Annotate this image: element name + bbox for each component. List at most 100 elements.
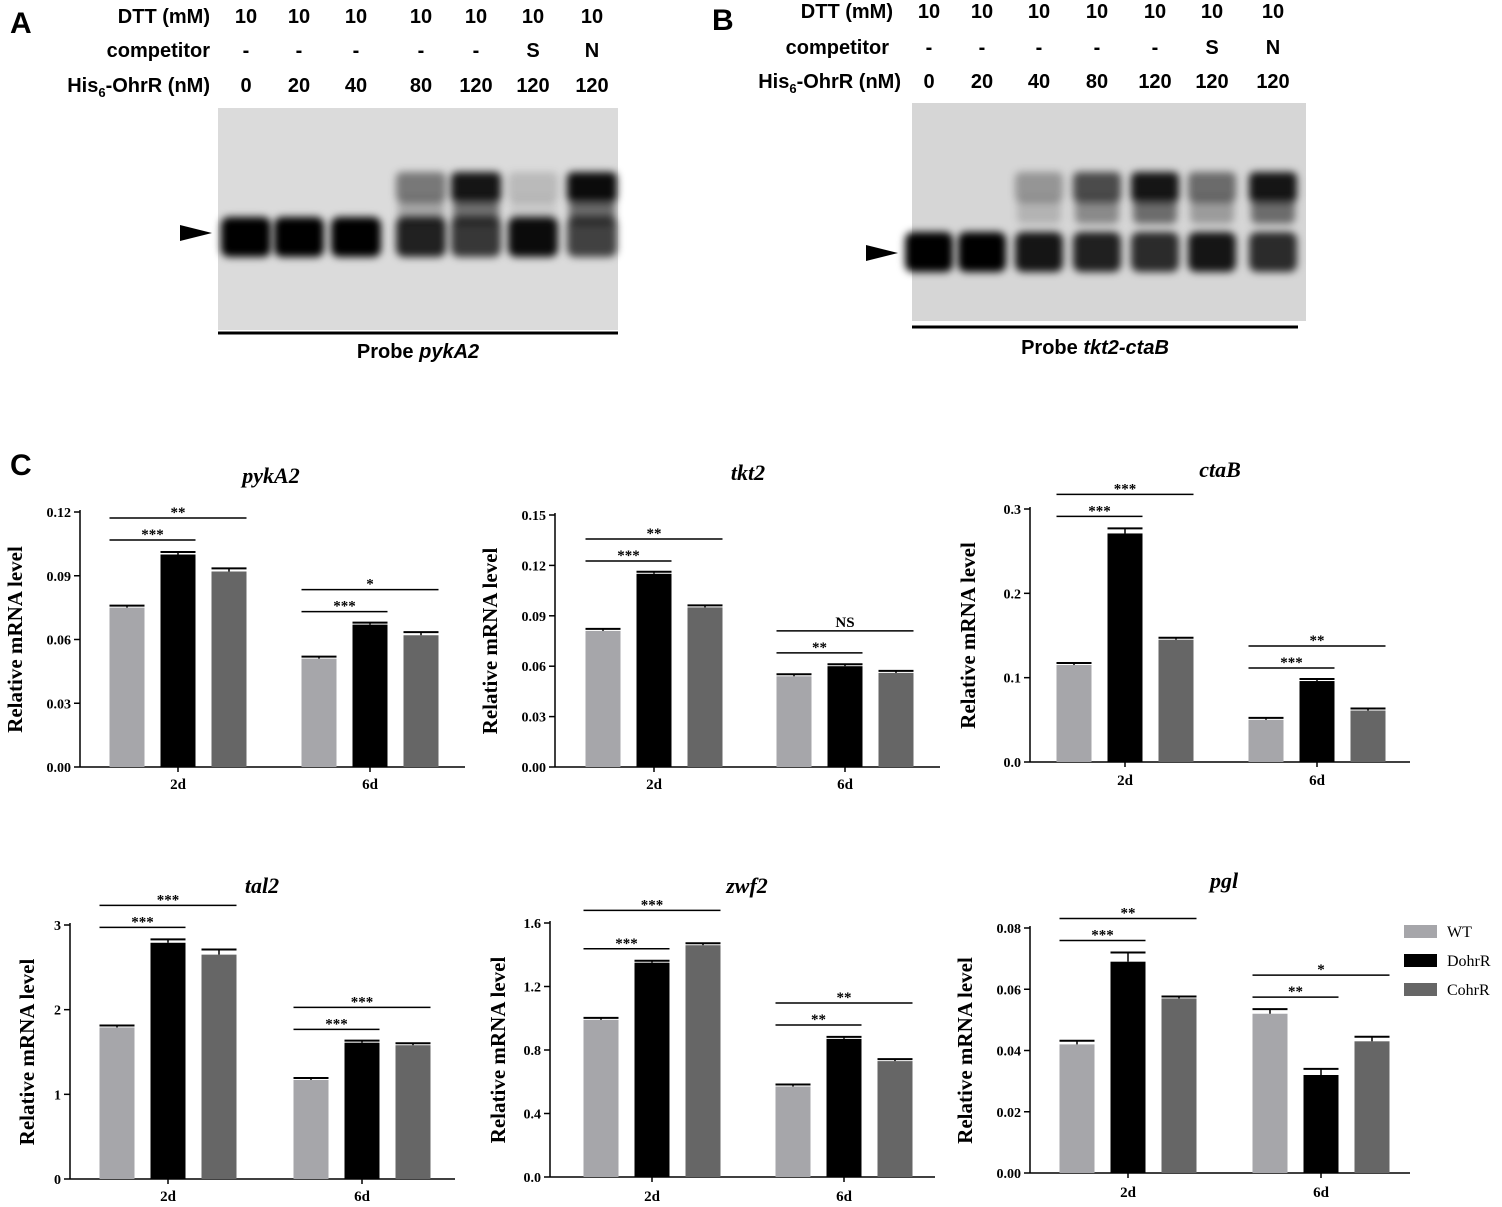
y-tick-label: 0.2 — [1004, 587, 1022, 602]
panel-label-b: B — [712, 4, 734, 37]
gel-a-shifted-band — [567, 172, 617, 202]
y-tick-label: 0.00 — [47, 761, 72, 776]
y-tick-label: 0.04 — [997, 1045, 1022, 1060]
y-tick-label: 1 — [54, 1088, 61, 1103]
gel-b-lane-value: N — [1266, 37, 1280, 59]
chart-title: zwf2 — [725, 873, 768, 898]
gel-a-lane-value: - — [473, 40, 480, 62]
significance-label: *** — [1088, 503, 1111, 519]
gel-a-lane-value: - — [418, 40, 425, 62]
gel-a-shifted-band — [396, 172, 446, 202]
panel-label-a: A — [10, 7, 32, 40]
significance-label: *** — [141, 527, 164, 543]
y-tick-label: 0.1 — [1004, 672, 1022, 687]
gel-b-header: DTT (mM) competitor His6-OhrR (nM) — [758, 1, 901, 96]
gel-b-shifted-band — [1131, 172, 1179, 202]
significance-label: *** — [1091, 928, 1114, 944]
gel-a-lane-value: 120 — [575, 75, 608, 97]
chart-title: tal2 — [245, 873, 279, 898]
significance-label: ** — [1310, 633, 1325, 649]
bar-WT-2d — [109, 607, 145, 767]
x-tick-label: 6d — [354, 1189, 371, 1205]
y-tick-label: 0.0 — [524, 1171, 542, 1186]
bar-WT-2d — [99, 1027, 135, 1179]
x-tick-label: 2d — [170, 777, 187, 793]
y-tick-label: 0.3 — [1004, 503, 1022, 518]
gel-a-free-band — [508, 217, 558, 257]
chart-title: ctaB — [1199, 457, 1241, 482]
y-tick-label: 0 — [54, 1173, 61, 1188]
y-axis-label: Relative mRNA level — [953, 957, 977, 1144]
gel-b-shifted-band — [1073, 172, 1121, 202]
chart-pgl: pgl Relative mRNA level 0.00 0.02 0.04 0.06 0.… — [953, 868, 1410, 1201]
bar-WT-6d — [1248, 719, 1284, 762]
gel-b-lane-value: - — [926, 37, 933, 59]
gel-b-free-band — [958, 232, 1006, 272]
significance-label: *** — [641, 897, 664, 913]
y-axis-label: Relative mRNA level — [478, 548, 502, 735]
legend-swatch-WT — [1404, 925, 1437, 938]
bar-DohrR-6d — [826, 1038, 862, 1177]
significance-label: ** — [811, 1012, 826, 1028]
bar-CohrR-2d — [1161, 998, 1197, 1173]
significance-label: ** — [647, 526, 662, 542]
chart-title: pgl — [1208, 868, 1239, 893]
gel-b-lane-value: - — [1036, 37, 1043, 59]
y-tick-label: 0.03 — [47, 697, 72, 712]
significance-label: * — [366, 577, 374, 593]
gel-a-smear — [569, 198, 615, 224]
gel-a-shifted-band — [508, 172, 558, 202]
gel-a-lane-value: 10 — [345, 6, 367, 28]
gel-a-header: DTT (mM) competitor His6-OhrR (nM) — [67, 6, 210, 100]
bar-WT-2d — [585, 630, 621, 767]
chart-tkt2: tkt2 Relative mRNA level 0.00 0.03 0.06 0.09 0… — [478, 460, 940, 793]
gel-a-lane-value: - — [296, 40, 303, 62]
gel-b-shifted-band — [1249, 172, 1297, 202]
bar-CohrR-6d — [877, 1061, 913, 1177]
x-tick-label: 6d — [836, 1189, 853, 1205]
x-tick-label: 2d — [1120, 1185, 1137, 1201]
gel-b-row-label-competitor: competitor — [786, 37, 890, 59]
bar-DohrR-6d — [1303, 1075, 1339, 1173]
gel-a-lane-value: 120 — [459, 75, 492, 97]
gel-a-row-label-dtt: DTT (mM) — [118, 6, 210, 28]
gel-b-lane-value: 10 — [971, 1, 993, 23]
gel-a-smear — [398, 198, 444, 224]
significance-label: * — [1317, 962, 1325, 978]
y-tick-label: 1.2 — [524, 981, 542, 996]
y-tick-label: 0.4 — [524, 1108, 542, 1123]
y-tick-label: 0.06 — [522, 660, 547, 675]
bar-DohrR-2d — [160, 554, 196, 767]
significance-label: ** — [837, 990, 852, 1006]
legend-label-CohrR: CohrR — [1447, 982, 1490, 999]
gel-b-smear — [1075, 198, 1119, 224]
bar-WT-6d — [776, 676, 812, 767]
bar-CohrR-2d — [201, 954, 237, 1179]
bar-CohrR-6d — [1350, 710, 1386, 762]
x-tick-label: 2d — [646, 777, 663, 793]
gel-a-lane-value: 20 — [288, 75, 310, 97]
gel-b-row-label-protein: His6-OhrR (nM) — [758, 71, 901, 96]
gel-b-free-band — [1249, 232, 1297, 272]
bar-WT-6d — [775, 1086, 811, 1177]
y-tick-label: 0.09 — [47, 570, 72, 585]
y-axis-label: Relative mRNA level — [956, 542, 980, 729]
legend-swatch-CohrR — [1404, 983, 1437, 996]
gel-b-lane-value: 10 — [1028, 1, 1050, 23]
gel-b-probe-label: Probe tkt2-ctaB — [1021, 337, 1169, 359]
legend-swatch-DohrR — [1404, 954, 1437, 967]
significance-label: *** — [1280, 655, 1303, 671]
gel-a-lane-value: 120 — [516, 75, 549, 97]
gel-a-smear — [510, 198, 556, 224]
gel-b-smear — [1133, 198, 1177, 224]
gel-b-lane-value: 10 — [1144, 1, 1166, 23]
bar-WT-6d — [1252, 1013, 1288, 1173]
x-tick-label: 6d — [1309, 773, 1326, 789]
significance-label: ** — [1288, 984, 1303, 1000]
bar-CohrR-2d — [687, 607, 723, 767]
bar-CohrR-2d — [1158, 639, 1194, 762]
gel-a-lane-value: 10 — [410, 6, 432, 28]
legend: WT DohrR CohrR — [1404, 924, 1491, 999]
gel-a-free-band — [331, 217, 381, 257]
